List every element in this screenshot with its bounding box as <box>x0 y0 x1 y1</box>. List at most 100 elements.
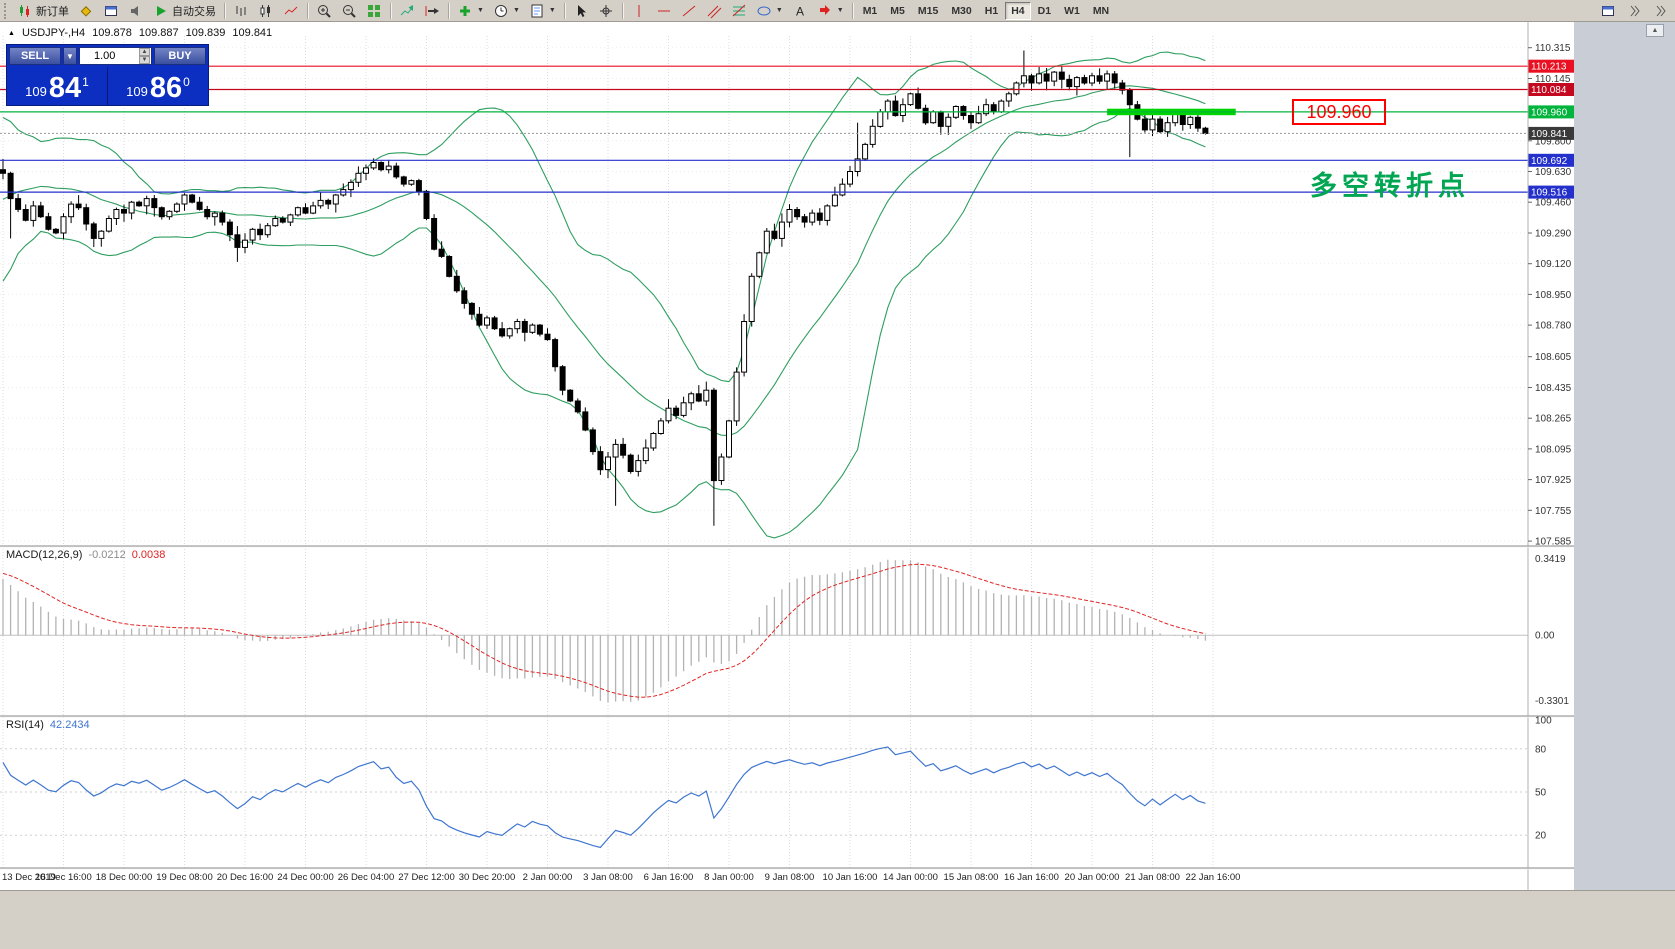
svg-text:110.213: 110.213 <box>1531 62 1567 73</box>
ohlc-high: 109.887 <box>138 27 179 39</box>
zoom-out-button[interactable] <box>337 1 361 20</box>
sell-button[interactable]: SELL <box>9 47 61 65</box>
shapes-button[interactable]: ▼ <box>752 1 787 20</box>
period-button-h1[interactable]: H1 <box>984 4 999 17</box>
period-button-mn[interactable]: MN <box>1092 4 1110 17</box>
svg-text:2 Jan 00:00: 2 Jan 00:00 <box>523 872 573 883</box>
chart-ohlc-header: ▲ USDJPY-,H4 109.878 109.887 109.839 109… <box>8 27 272 39</box>
crosshair-button[interactable] <box>594 1 618 20</box>
horizontal-line-button[interactable] <box>652 1 676 20</box>
scrollbar-up-button[interactable]: ▲ <box>1646 24 1664 37</box>
toolbar-separator <box>563 2 565 19</box>
period-button-m30[interactable]: M30 <box>951 4 972 17</box>
volume-down-icon[interactable]: ▼ <box>139 56 150 64</box>
tile-windows-button[interactable] <box>362 1 386 20</box>
period-button-m5[interactable]: M5 <box>890 4 905 17</box>
period-button-d1[interactable]: D1 <box>1037 4 1052 17</box>
rsi-name: RSI(14) <box>6 719 44 731</box>
svg-text:20 Dec 16:00: 20 Dec 16:00 <box>217 872 274 883</box>
buy-price[interactable]: 109 86 0 <box>107 67 208 105</box>
svg-text:26 Dec 04:00: 26 Dec 04:00 <box>338 872 395 883</box>
volume-input[interactable]: 1.00 ▲ ▼ <box>79 47 152 65</box>
price-annotation-box[interactable]: 109.960 <box>1292 99 1386 125</box>
ohlc-close: 109.841 <box>232 27 273 39</box>
indicators-button[interactable]: ▼ <box>453 1 488 20</box>
toolbar-separator <box>851 2 853 19</box>
toolbar-right-group <box>1596 1 1672 20</box>
shapes-icon <box>756 3 772 19</box>
toolbar-overflow-right-button[interactable] <box>1648 1 1672 20</box>
cursor-button[interactable] <box>569 1 593 20</box>
svg-text:3 Jan 08:00: 3 Jan 08:00 <box>583 872 633 883</box>
new-chart-window-button[interactable] <box>1596 1 1620 20</box>
toolbar-grip[interactable] <box>4 2 8 19</box>
svg-text:6 Jan 16:00: 6 Jan 16:00 <box>644 872 694 883</box>
channel-button[interactable] <box>702 1 726 20</box>
sell-price-main: 109 <box>25 84 47 99</box>
new-order-icon <box>17 3 33 19</box>
bar-chart-button[interactable] <box>229 1 253 20</box>
price-axis[interactable]: 110.315 110.145 109.800 109.630 109.460 109.2… <box>1528 43 1572 842</box>
auto-scroll-button[interactable] <box>395 1 419 20</box>
zoom-in-button[interactable] <box>312 1 336 20</box>
turning-point-annotation[interactable]: 多空转折点 <box>1310 171 1470 201</box>
svg-text:21 Jan 08:00: 21 Jan 08:00 <box>1125 872 1180 883</box>
candlestick-chart-button[interactable] <box>254 1 278 20</box>
period-button-m1[interactable]: M1 <box>862 4 878 17</box>
svg-text:110.084: 110.084 <box>1531 85 1567 96</box>
price-lines-layer: 110.213 110.084 109.960 109.841 109.692 109.5… <box>0 59 1574 199</box>
workspace-background <box>1574 22 1675 890</box>
chart-shift-button[interactable] <box>420 1 444 20</box>
arrows-button[interactable]: ▼ <box>813 1 848 20</box>
svg-text:8 Jan 00:00: 8 Jan 00:00 <box>704 872 754 883</box>
sound-icon <box>128 3 144 19</box>
line-chart-icon <box>283 3 299 19</box>
svg-text:110.145: 110.145 <box>1535 74 1571 85</box>
metaeditor-icon <box>78 3 94 19</box>
toolbar-overflow-left-button[interactable] <box>1622 1 1646 20</box>
text-button[interactable]: A <box>788 1 812 20</box>
chart-canvas[interactable]: 110.213 110.084 109.960 109.841 109.692 109.5… <box>0 22 1574 890</box>
one-click-trading-panel: SELL ▼ 1.00 ▲ ▼ BUY 109 84 1 109 86 0 <box>6 44 209 106</box>
svg-text:109.841: 109.841 <box>1531 129 1568 140</box>
toolbar-overflow-left-icon <box>1626 3 1642 19</box>
sound-button[interactable] <box>124 1 148 20</box>
metaeditor-button[interactable] <box>74 1 98 20</box>
svg-text:19 Dec 08:00: 19 Dec 08:00 <box>156 872 213 883</box>
buy-price-sup: 0 <box>183 75 190 89</box>
new-order-button[interactable]: 新订单 <box>13 1 73 20</box>
svg-text:16 Dec 16:00: 16 Dec 16:00 <box>35 872 92 883</box>
volume-dropdown-icon[interactable]: ▼ <box>63 47 77 65</box>
line-chart-button[interactable] <box>279 1 303 20</box>
period-button-h4[interactable]: H4 <box>1005 1 1031 20</box>
buy-button[interactable]: BUY <box>154 47 206 65</box>
svg-text:24 Dec 00:00: 24 Dec 00:00 <box>277 872 334 883</box>
trendline-button[interactable] <box>677 1 701 20</box>
templates-button[interactable]: ▼ <box>525 1 560 20</box>
sell-price-big: 84 <box>48 72 82 104</box>
sell-price[interactable]: 109 84 1 <box>7 67 107 105</box>
svg-text:14 Jan 00:00: 14 Jan 00:00 <box>883 872 938 883</box>
period-button-w1[interactable]: W1 <box>1064 4 1080 17</box>
svg-text:109.290: 109.290 <box>1535 229 1572 240</box>
periods-button[interactable]: ▼ <box>489 1 524 20</box>
svg-text:50: 50 <box>1535 788 1547 799</box>
toolbar-separator <box>224 2 225 19</box>
crosshair-icon <box>598 3 614 19</box>
dropdown-arrow-icon: ▼ <box>775 7 783 14</box>
volume-up-icon[interactable]: ▲ <box>139 48 150 56</box>
toolbar-separator <box>448 2 449 19</box>
autotrading-button[interactable]: 自动交易 <box>149 1 220 20</box>
svg-text:20 Jan 00:00: 20 Jan 00:00 <box>1065 872 1120 883</box>
data-window-button[interactable] <box>99 1 123 20</box>
period-button-m15[interactable]: M15 <box>917 4 939 17</box>
svg-text:109.960: 109.960 <box>1531 107 1568 118</box>
dropdown-arrow-icon: ▼ <box>512 7 520 14</box>
indicators-icon <box>457 3 473 19</box>
vertical-line-button[interactable] <box>627 1 651 20</box>
fibonacci-button[interactable] <box>727 1 751 20</box>
svg-text:109.630: 109.630 <box>1535 167 1572 178</box>
svg-text:22 Jan 16:00: 22 Jan 16:00 <box>1186 872 1241 883</box>
